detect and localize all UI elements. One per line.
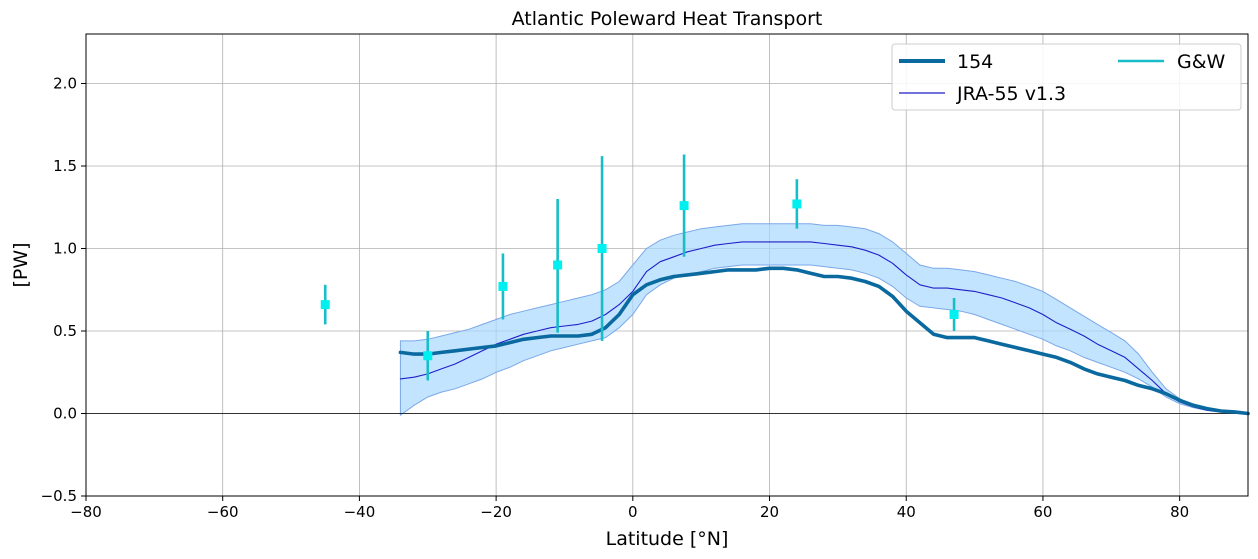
gw-observations-layer — [320, 154, 959, 381]
x-axis-ticks: −80 −60 −40 −20 0 20 40 60 80 — [70, 496, 1189, 521]
legend: 154 JRA-55 v1.3 G&W — [891, 43, 1242, 111]
y-tick-label: 1.5 — [53, 157, 77, 175]
legend-label-jra55: JRA-55 v1.3 — [956, 83, 1066, 105]
x-tick-label: −40 — [344, 503, 376, 521]
x-tick-label: −60 — [207, 503, 239, 521]
chart-title: Atlantic Poleward Heat Transport — [512, 8, 823, 30]
x-tick-label: 60 — [1033, 503, 1052, 521]
y-tick-label: 0.0 — [53, 405, 77, 423]
series-layer — [398, 241, 1250, 416]
series-line-jra55 — [399, 241, 1249, 415]
gw-point — [679, 201, 689, 211]
x-tick-label: −20 — [480, 503, 512, 521]
legend-label-gw: G&W — [1177, 51, 1226, 73]
y-tick-label: 1.0 — [53, 240, 77, 258]
gw-point — [553, 260, 563, 270]
y-tick-label: −0.5 — [41, 487, 77, 505]
x-tick-label: 80 — [1170, 503, 1189, 521]
y-axis-ticks: −0.5 0.0 0.5 1.0 1.5 2.0 — [41, 75, 86, 505]
y-tick-label: 2.0 — [53, 75, 77, 93]
gw-point — [792, 199, 802, 209]
y-axis-label: [PW] — [10, 242, 32, 287]
gw-point — [498, 281, 508, 291]
x-tick-label: 0 — [628, 503, 638, 521]
x-tick-label: 20 — [760, 503, 779, 521]
y-tick-label: 0.5 — [53, 322, 77, 340]
gw-point — [320, 300, 330, 310]
x-tick-label: 40 — [897, 503, 916, 521]
gw-point — [423, 351, 433, 361]
x-axis-label: Latitude [°N] — [606, 528, 729, 550]
gw-point — [597, 244, 607, 253]
series-line-154 — [398, 266, 1250, 416]
legend-label-154: 154 — [957, 51, 993, 73]
gw-point — [949, 310, 959, 319]
plot-frame — [85, 33, 1249, 497]
x-tick-label: −80 — [70, 503, 102, 521]
